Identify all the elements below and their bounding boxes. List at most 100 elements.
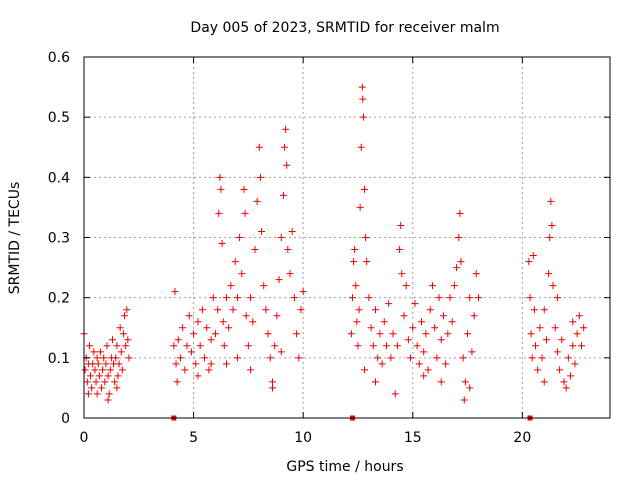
data-point	[526, 294, 534, 302]
data-point	[528, 354, 536, 362]
data-point	[185, 312, 193, 320]
data-point	[84, 390, 92, 398]
data-point	[553, 348, 561, 356]
data-point	[244, 342, 252, 350]
data-point	[578, 342, 586, 350]
data-point	[562, 384, 570, 392]
data-point	[201, 354, 209, 362]
data-point	[353, 318, 361, 326]
data-point	[275, 276, 283, 284]
data-point	[540, 378, 548, 386]
x-tick-label: 15	[404, 430, 422, 446]
data-point	[567, 372, 575, 380]
data-point	[361, 366, 369, 374]
data-point	[470, 312, 478, 320]
data-point	[217, 185, 225, 193]
data-point	[431, 324, 439, 332]
y-tick-label: 0.1	[48, 351, 70, 367]
data-point	[240, 185, 248, 193]
data-point	[88, 384, 96, 392]
data-point	[119, 330, 127, 338]
data-point	[102, 360, 110, 368]
data-point	[365, 294, 373, 302]
data-point	[411, 300, 419, 308]
data-point	[170, 342, 178, 350]
data-point	[260, 282, 268, 290]
data-point	[256, 173, 264, 181]
data-point	[242, 312, 250, 320]
data-point	[444, 330, 452, 338]
y-tick-label: 0.4	[48, 170, 70, 186]
data-point	[376, 330, 384, 338]
data-point	[459, 354, 467, 362]
x-tick-label: 10	[294, 430, 312, 446]
x-tick-label: 0	[80, 430, 89, 446]
data-point	[262, 306, 270, 314]
data-point	[122, 342, 130, 350]
data-point	[569, 318, 577, 326]
data-point	[456, 209, 464, 217]
data-point	[279, 191, 287, 199]
data-point	[99, 366, 107, 374]
x-axis-ticks: 0 5 10 15 20	[80, 57, 531, 446]
data-points	[80, 83, 588, 404]
data-point	[247, 294, 255, 302]
data-point	[103, 342, 111, 350]
data-point	[362, 234, 370, 241]
data-point	[542, 336, 550, 344]
data-point	[183, 342, 191, 350]
data-point	[529, 252, 537, 260]
data-point	[435, 294, 443, 302]
data-point	[351, 246, 359, 254]
data-point	[422, 330, 430, 338]
data-point	[95, 372, 103, 380]
data-point	[219, 318, 227, 326]
data-point	[288, 227, 296, 235]
data-point	[564, 354, 572, 362]
data-point	[439, 312, 447, 320]
data-point	[214, 306, 222, 314]
data-point	[293, 330, 301, 338]
data-point	[253, 197, 261, 205]
data-point	[290, 294, 298, 302]
data-point	[437, 378, 445, 386]
data-point	[198, 306, 206, 314]
data-point	[295, 354, 303, 362]
data-point	[404, 336, 412, 344]
data-point	[418, 318, 426, 326]
data-point	[446, 294, 454, 302]
data-point	[207, 360, 215, 368]
data-point	[387, 354, 395, 362]
data-point	[450, 282, 458, 290]
data-point	[457, 258, 465, 266]
y-axis-label: SRMTID / TECUs	[7, 182, 23, 295]
data-point	[104, 372, 112, 380]
data-point	[90, 348, 98, 356]
data-point	[231, 258, 239, 266]
data-point	[255, 143, 263, 151]
data-point	[299, 288, 307, 296]
data-point	[111, 378, 119, 386]
data-point	[116, 324, 124, 332]
data-point	[413, 342, 421, 350]
data-point	[538, 354, 546, 362]
data-point	[378, 360, 386, 368]
data-point	[525, 258, 533, 266]
data-point	[549, 282, 557, 290]
y-axis-ticks: 0 0.1 0.2 0.3 0.4 0.5 0.6	[48, 50, 610, 427]
data-point	[415, 360, 423, 368]
data-point	[264, 330, 272, 338]
data-point	[117, 348, 125, 356]
data-point	[187, 348, 195, 356]
data-point	[352, 282, 360, 290]
data-point	[420, 348, 428, 356]
data-point	[453, 264, 461, 272]
data-point	[258, 227, 266, 235]
data-point	[571, 360, 579, 368]
data-point	[575, 312, 583, 320]
data-point	[281, 143, 289, 151]
data-point	[468, 348, 476, 356]
data-point	[284, 246, 292, 254]
data-point	[209, 294, 217, 302]
